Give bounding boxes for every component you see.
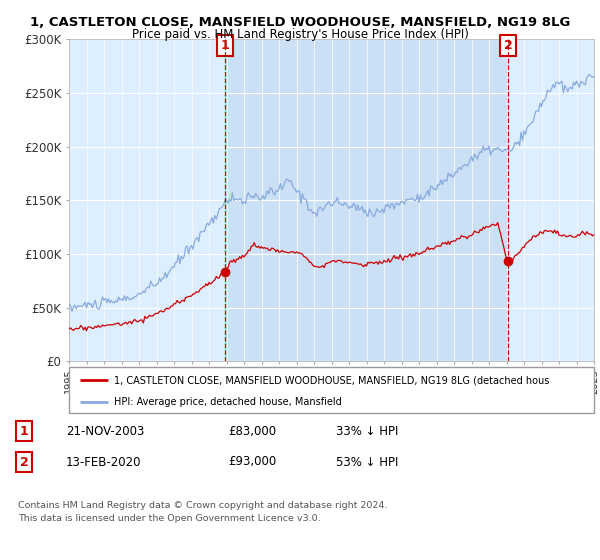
Text: 1, CASTLETON CLOSE, MANSFIELD WOODHOUSE, MANSFIELD, NG19 8LG: 1, CASTLETON CLOSE, MANSFIELD WOODHOUSE,… — [30, 16, 570, 29]
Text: Contains HM Land Registry data © Crown copyright and database right 2024.: Contains HM Land Registry data © Crown c… — [18, 501, 388, 510]
Text: £93,000: £93,000 — [228, 455, 276, 469]
FancyBboxPatch shape — [69, 367, 594, 413]
Text: 13-FEB-2020: 13-FEB-2020 — [66, 455, 142, 469]
Text: 33% ↓ HPI: 33% ↓ HPI — [336, 424, 398, 438]
Text: 1: 1 — [220, 39, 229, 52]
Text: 21-NOV-2003: 21-NOV-2003 — [66, 424, 145, 438]
Text: 2: 2 — [504, 39, 512, 52]
Text: HPI: Average price, detached house, Mansfield: HPI: Average price, detached house, Mans… — [113, 397, 341, 407]
Text: £83,000: £83,000 — [228, 424, 276, 438]
Text: 2: 2 — [20, 455, 28, 469]
Text: 1: 1 — [20, 424, 28, 438]
Text: 1, CASTLETON CLOSE, MANSFIELD WOODHOUSE, MANSFIELD, NG19 8LG (detached hous: 1, CASTLETON CLOSE, MANSFIELD WOODHOUSE,… — [113, 375, 549, 385]
Text: This data is licensed under the Open Government Licence v3.0.: This data is licensed under the Open Gov… — [18, 514, 320, 523]
Bar — [225, 39, 508, 361]
Text: Price paid vs. HM Land Registry's House Price Index (HPI): Price paid vs. HM Land Registry's House … — [131, 28, 469, 41]
Text: 53% ↓ HPI: 53% ↓ HPI — [336, 455, 398, 469]
